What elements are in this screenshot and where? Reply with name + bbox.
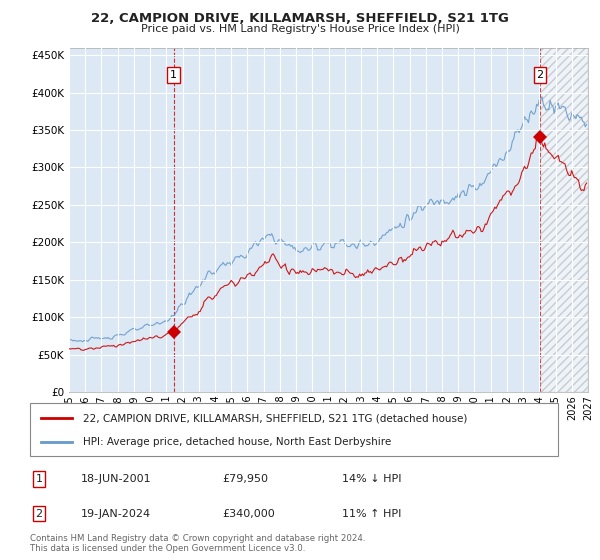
- Text: 14% ↓ HPI: 14% ↓ HPI: [342, 474, 401, 484]
- Text: 22, CAMPION DRIVE, KILLAMARSH, SHEFFIELD, S21 1TG (detached house): 22, CAMPION DRIVE, KILLAMARSH, SHEFFIELD…: [83, 413, 467, 423]
- Bar: [540, 48, 588, 392]
- Text: 22, CAMPION DRIVE, KILLAMARSH, SHEFFIELD, S21 1TG: 22, CAMPION DRIVE, KILLAMARSH, SHEFFIELD…: [91, 12, 509, 25]
- Text: 18-JUN-2001: 18-JUN-2001: [81, 474, 152, 484]
- Text: 2: 2: [35, 508, 43, 519]
- Text: Price paid vs. HM Land Registry's House Price Index (HPI): Price paid vs. HM Land Registry's House …: [140, 24, 460, 34]
- Bar: [540, 48, 588, 392]
- FancyBboxPatch shape: [30, 403, 558, 456]
- Bar: [540, 48, 588, 392]
- Bar: [540, 48, 588, 392]
- Text: £340,000: £340,000: [222, 508, 275, 519]
- Text: £79,950: £79,950: [222, 474, 268, 484]
- Text: 11% ↑ HPI: 11% ↑ HPI: [342, 508, 401, 519]
- Text: 1: 1: [170, 70, 177, 80]
- Text: Contains HM Land Registry data © Crown copyright and database right 2024.
This d: Contains HM Land Registry data © Crown c…: [30, 534, 365, 553]
- Text: 2: 2: [536, 70, 544, 80]
- Text: 19-JAN-2024: 19-JAN-2024: [81, 508, 151, 519]
- Text: HPI: Average price, detached house, North East Derbyshire: HPI: Average price, detached house, Nort…: [83, 436, 391, 446]
- Text: 1: 1: [35, 474, 43, 484]
